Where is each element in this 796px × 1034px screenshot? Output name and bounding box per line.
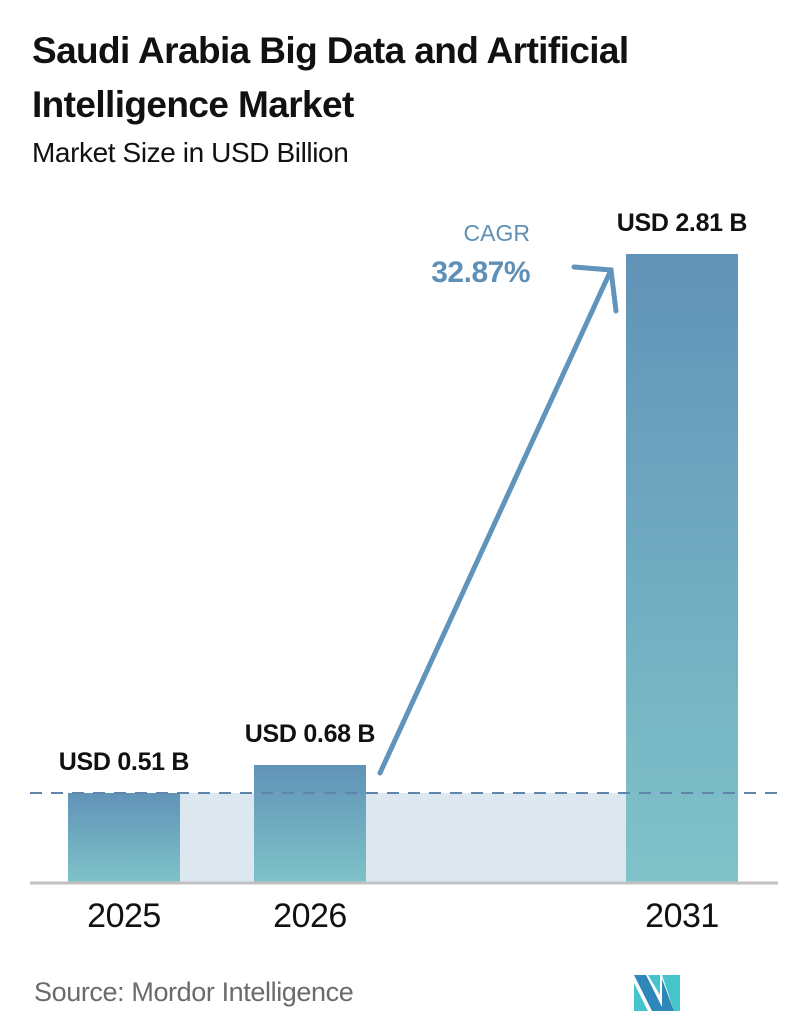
- bar-2026: [254, 765, 366, 882]
- chart-title: Saudi Arabia Big Data and Artificial Int…: [32, 30, 629, 125]
- bar-2025: [68, 793, 180, 882]
- source-text: Source: Mordor Intelligence: [34, 977, 354, 1007]
- cagr-label: CAGR: [463, 220, 530, 246]
- x-label-2031: 2031: [645, 897, 719, 935]
- mordor-intelligence-logo-icon: [634, 975, 680, 1011]
- cagr-value: 32.87%: [431, 256, 530, 289]
- cagr-arrow-icon: [377, 264, 619, 776]
- bar-2031: [626, 254, 738, 882]
- chart-subtitle: Market Size in USD Billion: [32, 137, 349, 168]
- bar-label-2026: USD 0.68 B: [244, 720, 376, 748]
- x-label-2026: 2026: [273, 897, 347, 935]
- x-label-2025: 2025: [87, 897, 161, 935]
- bar-label-2025: USD 0.51 B: [58, 748, 190, 776]
- bar-label-2031: USD 2.81 B: [616, 209, 748, 237]
